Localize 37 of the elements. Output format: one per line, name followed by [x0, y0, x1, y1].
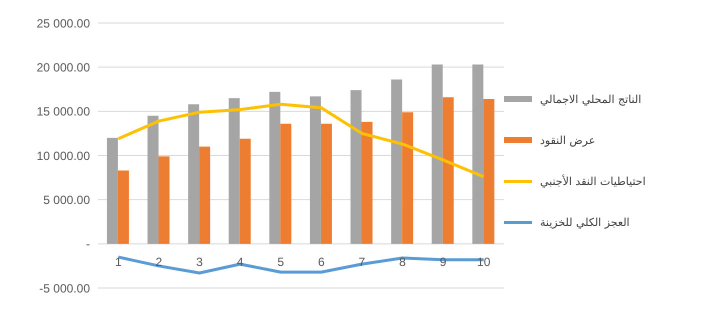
bar [362, 122, 373, 244]
x-tick-label: 10 [477, 254, 491, 269]
bar [199, 146, 210, 244]
bar [118, 170, 129, 244]
line-series [116, 102, 486, 178]
bar [106, 138, 118, 244]
bar [228, 98, 240, 244]
y-tick-label: 5 000.00 [43, 192, 90, 207]
bar [188, 104, 200, 244]
y-tick-label: 10 000.00 [36, 148, 90, 163]
y-tick-label: 15 000.00 [36, 104, 90, 119]
bar [442, 97, 454, 244]
y-tick-label: 20 000.00 [36, 60, 90, 74]
bar [350, 90, 362, 244]
bar [402, 112, 414, 244]
legend-label: احتياطيات النقد الأجنبي [540, 174, 646, 188]
y-tick-label: - [86, 237, 90, 252]
legend-label: الناتج المحلي الاجمالي [540, 92, 642, 106]
x-tick-label: 3 [196, 254, 204, 269]
x-tick-label: 6 [318, 254, 325, 269]
x-tick-label: 1 [114, 254, 122, 269]
bar [432, 64, 443, 244]
legend-label: العجز الكلي للخزينة [540, 216, 630, 228]
bar [310, 96, 321, 244]
legend-label: عرض النقود [540, 134, 596, 146]
bar [269, 92, 280, 244]
bar [391, 80, 402, 244]
x-tick-label: 5 [277, 254, 284, 269]
bar [158, 156, 170, 244]
y-tick-label: -5 000.00 [39, 281, 90, 296]
bar [240, 138, 251, 244]
bar [483, 98, 494, 244]
bar [148, 116, 159, 244]
bar [320, 124, 332, 244]
bar [472, 64, 484, 244]
y-tick-label: 25 000.00 [36, 16, 90, 30]
bar [280, 124, 292, 244]
